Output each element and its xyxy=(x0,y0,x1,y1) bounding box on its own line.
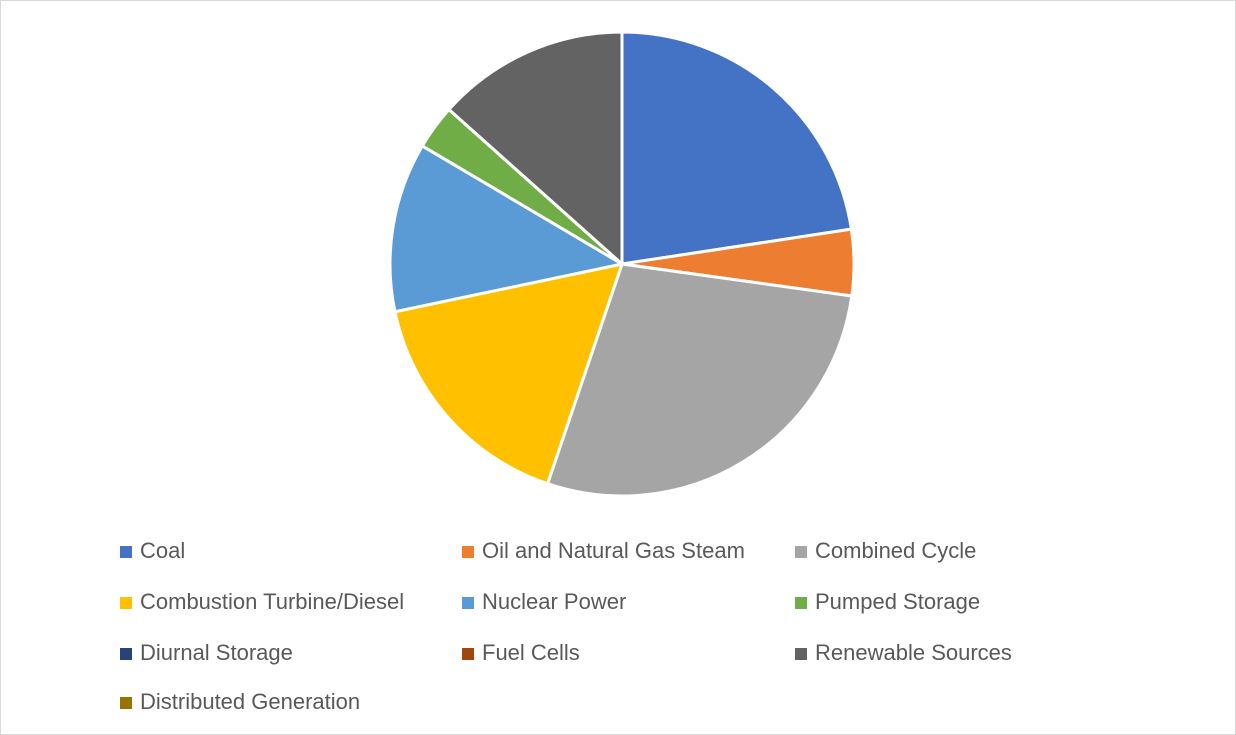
legend-label: Distributed Generation xyxy=(140,689,360,714)
legend-swatch xyxy=(120,648,132,660)
legend-swatch xyxy=(462,648,474,660)
legend-swatch xyxy=(795,546,807,558)
legend-swatch xyxy=(462,597,474,609)
pie-slice xyxy=(620,30,853,266)
legend-swatch xyxy=(120,546,132,558)
legend-label: Oil and Natural Gas Steam xyxy=(482,538,745,563)
legend-label: Nuclear Power xyxy=(482,589,626,614)
legend-label: Fuel Cells xyxy=(482,640,580,665)
legend-label: Coal xyxy=(140,538,185,563)
legend-label: Diurnal Storage xyxy=(140,640,293,665)
legend-swatch xyxy=(120,597,132,609)
legend-label: Pumped Storage xyxy=(815,589,980,614)
legend-swatch xyxy=(795,597,807,609)
pie-slice xyxy=(388,144,624,314)
legend-label: Combined Cycle xyxy=(815,538,976,563)
legend-swatch xyxy=(795,648,807,660)
pie-slice xyxy=(447,30,624,266)
legend-swatch xyxy=(120,697,132,709)
pie-slice xyxy=(546,262,854,498)
legend-label: Combustion Turbine/Diesel xyxy=(140,589,404,614)
pie-slice xyxy=(393,262,624,486)
legend-label: Renewable Sources xyxy=(815,640,1012,665)
legend-swatch xyxy=(462,546,474,558)
